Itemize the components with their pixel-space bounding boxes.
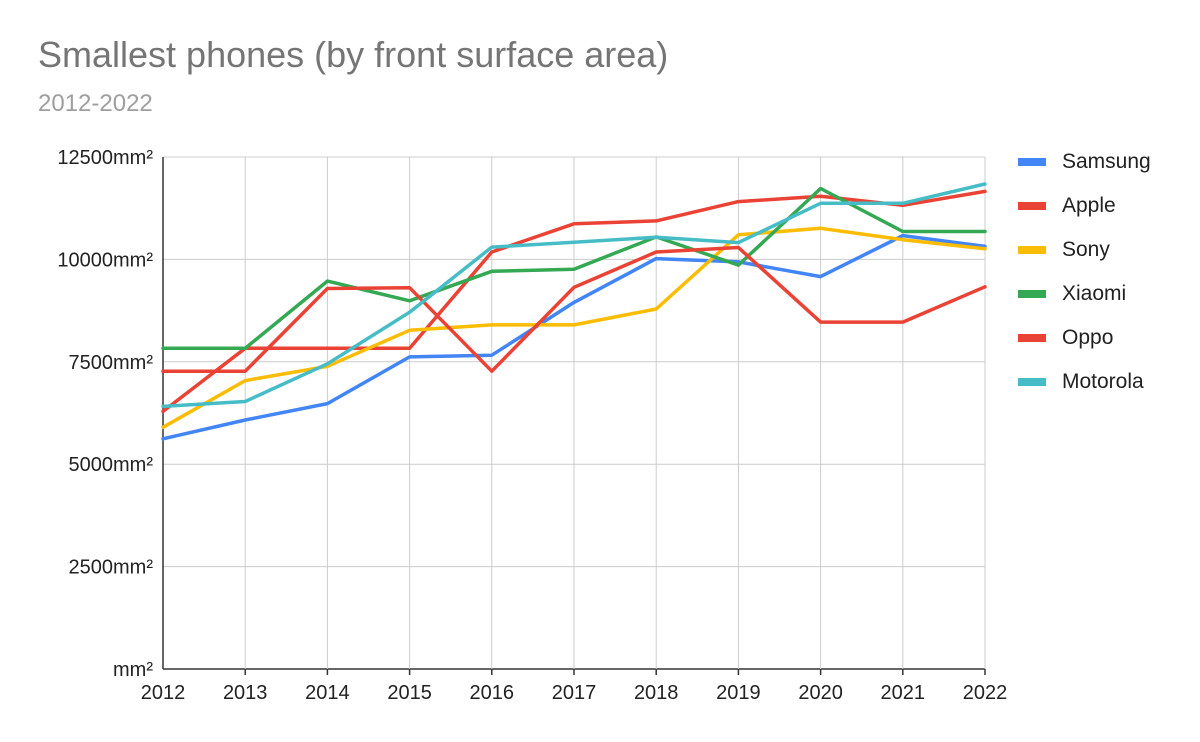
legend-label: Samsung <box>1062 150 1151 173</box>
y-axis: mm² 2500mm² 5000mm² 7500mm² 10000mm² 12500mm² <box>57 147 153 681</box>
x-tick-label: 2013 <box>223 682 268 704</box>
legend-label: Apple <box>1062 194 1116 217</box>
legend-label: Motorola <box>1062 370 1144 393</box>
legend-swatch <box>1018 290 1046 298</box>
x-tick-label: 2022 <box>963 682 1008 704</box>
legend-item-apple: Apple <box>1018 184 1151 228</box>
series-line-apple <box>161 189 987 414</box>
y-tick-label: 5000mm² <box>69 454 154 476</box>
legend-item-motorola: Motorola <box>1018 360 1151 404</box>
legend-label: Sony <box>1062 238 1110 261</box>
y-tick-label: 12500mm² <box>57 147 153 169</box>
x-tick-label: 2012 <box>141 682 186 704</box>
x-tick-label: 2021 <box>881 682 926 704</box>
y-tick-label: 10000mm² <box>57 249 153 271</box>
legend-item-samsung: Samsung <box>1018 140 1151 184</box>
legend-item-xiaomi: Xiaomi <box>1018 272 1151 316</box>
x-tick-label: 2017 <box>552 682 597 704</box>
legend-item-sony: Sony <box>1018 228 1151 272</box>
legend-swatch <box>1018 202 1046 210</box>
series-line-oppo <box>161 245 987 373</box>
series-line-samsung <box>161 233 987 441</box>
chart-subtitle: 2012-2022 <box>38 90 153 117</box>
x-tick-label: 2014 <box>305 682 350 704</box>
legend-item-oppo: Oppo <box>1018 316 1151 360</box>
legend: Samsung Apple Sony Xiaomi Oppo Motorola <box>1018 140 1151 404</box>
legend-swatch <box>1018 158 1046 166</box>
y-tick-label: 2500mm² <box>69 557 154 579</box>
series-line-motorola <box>161 182 987 409</box>
x-tick-label: 2019 <box>716 682 761 704</box>
series-line-sony <box>161 226 987 430</box>
legend-swatch <box>1018 378 1046 386</box>
legend-swatch <box>1018 334 1046 342</box>
legend-label: Xiaomi <box>1062 282 1127 305</box>
legend-label: Oppo <box>1062 326 1114 349</box>
x-tick-label: 2020 <box>798 682 843 704</box>
x-tick-label: 2015 <box>387 682 432 704</box>
x-tick-label: 2018 <box>634 682 679 704</box>
y-tick-label: 7500mm² <box>69 352 154 374</box>
series-lines <box>161 182 987 441</box>
x-axis: 2012 2013 2014 2015 2016 2017 2018 2019 2020 2021… <box>141 669 1008 704</box>
legend-swatch <box>1018 246 1046 254</box>
x-tick-label: 2016 <box>470 682 515 704</box>
chart-title: Smallest phones (by front surface area) <box>38 34 669 75</box>
y-tick-label: mm² <box>113 659 153 681</box>
